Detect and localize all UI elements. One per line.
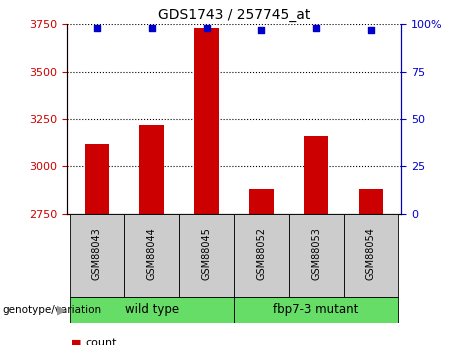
Text: wild type: wild type <box>125 303 179 316</box>
Title: GDS1743 / 257745_at: GDS1743 / 257745_at <box>158 8 310 22</box>
FancyBboxPatch shape <box>70 297 234 323</box>
Text: ▶: ▶ <box>58 303 67 316</box>
Text: ■: ■ <box>71 338 82 345</box>
Bar <box>139 125 164 214</box>
Point <box>367 27 375 32</box>
Point <box>93 25 100 31</box>
Text: genotype/variation: genotype/variation <box>2 305 101 315</box>
Text: count: count <box>85 338 117 345</box>
Text: GSM88052: GSM88052 <box>256 227 266 280</box>
Point <box>148 25 155 31</box>
FancyBboxPatch shape <box>70 214 124 297</box>
Bar <box>359 189 383 214</box>
Bar <box>249 189 274 214</box>
Bar <box>194 28 219 214</box>
FancyBboxPatch shape <box>234 214 289 297</box>
Point <box>203 25 210 31</box>
Text: GSM88043: GSM88043 <box>92 227 102 280</box>
Point <box>313 25 320 31</box>
Text: GSM88045: GSM88045 <box>201 227 212 280</box>
FancyBboxPatch shape <box>289 214 343 297</box>
Bar <box>85 144 109 214</box>
Text: fbp7-3 mutant: fbp7-3 mutant <box>273 303 359 316</box>
FancyBboxPatch shape <box>234 297 398 323</box>
FancyBboxPatch shape <box>124 214 179 297</box>
Text: GSM88053: GSM88053 <box>311 227 321 280</box>
FancyBboxPatch shape <box>179 214 234 297</box>
FancyBboxPatch shape <box>343 214 398 297</box>
Bar <box>304 136 329 214</box>
Text: GSM88054: GSM88054 <box>366 227 376 280</box>
Point <box>258 27 265 32</box>
Text: GSM88044: GSM88044 <box>147 227 157 280</box>
